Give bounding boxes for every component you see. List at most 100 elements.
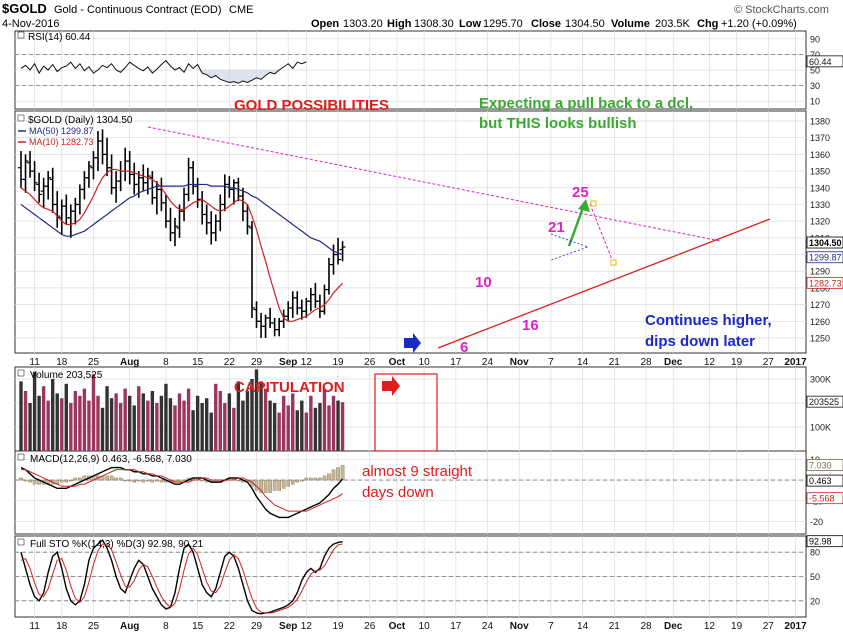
- x-tick-label-price: 19: [332, 357, 344, 368]
- macd-histogram-bar: [127, 479, 132, 482]
- macd-histogram-bar: [182, 479, 186, 482]
- rsi-value-tag-text: 60.44: [809, 57, 832, 67]
- capitulation-arrow-icon: [382, 376, 400, 396]
- x-tick-label-price: 15: [192, 357, 204, 368]
- volume-bar: [209, 412, 213, 451]
- volume-bar: [32, 371, 37, 451]
- volume-bar: [150, 391, 155, 451]
- y-tick-label: 50: [810, 572, 820, 582]
- volume-bar: [137, 386, 141, 451]
- volume-value: 203.5K: [655, 18, 691, 30]
- macd-histogram-bar: [336, 467, 340, 481]
- volume-bar: [272, 403, 277, 451]
- x-tick-label-sto: 12: [704, 621, 716, 632]
- annotation-expecting: Expecting a pull back to a dcl,: [479, 95, 693, 112]
- count-25: 25: [572, 184, 589, 201]
- annotation-macd-note-1: almost 9 straight: [362, 463, 473, 480]
- macd-histogram-bar: [272, 479, 277, 491]
- volume-bar: [232, 407, 236, 451]
- annotation-macd-note-2: days down: [362, 484, 434, 501]
- macd-histogram-bar: [304, 477, 309, 481]
- x-tick-label-price: 8: [163, 357, 169, 368]
- ma10-value-tag: 1282.73: [806, 276, 843, 289]
- x-tick-label-price: 10: [419, 357, 431, 368]
- y-tick-label: 20: [810, 596, 820, 606]
- volume-bar: [218, 391, 222, 451]
- macd-signal-tag-text: -5.568: [809, 494, 835, 504]
- rsi-value-tag: 60.44: [806, 55, 843, 68]
- x-tick-label-price: 26: [364, 357, 376, 368]
- volume-bar: [313, 407, 318, 451]
- volume-bar: [73, 391, 78, 451]
- volume-bar: [114, 393, 118, 451]
- count-6: 6: [460, 339, 468, 356]
- y-tick-label: 1270: [810, 300, 830, 310]
- volume-bar: [200, 403, 204, 451]
- x-tick-label-sto: Aug: [120, 621, 139, 632]
- volume-bar: [96, 395, 100, 451]
- value-tags: 60.44 1304.50 1299.87 1282.73 203525 7.030 0.4…: [806, 55, 843, 548]
- volume-bar: [263, 388, 268, 451]
- x-tick-label-sto: 14: [577, 621, 589, 632]
- volume-bar: [254, 369, 259, 451]
- volume-bar: [64, 383, 68, 451]
- macd-hist-tag-box: [806, 459, 843, 471]
- macd-histogram-bar: [78, 477, 82, 481]
- volume-bar: [318, 403, 322, 451]
- y-tick-label: 10: [810, 97, 820, 107]
- y-tick-label: 1360: [810, 150, 830, 160]
- macd-histogram-bar: [32, 479, 37, 485]
- price-bar: [248, 221, 255, 318]
- macd-histogram-bar: [340, 465, 345, 481]
- annotation-capitulation: CAPITULATION: [234, 379, 345, 396]
- price-bar: [244, 204, 251, 235]
- volume-bar: [223, 403, 227, 451]
- y-tick-label: 1350: [810, 167, 830, 177]
- downtrend-line: [147, 126, 721, 242]
- volume-bar: [277, 412, 281, 451]
- x-tick-label-price: 28: [640, 357, 652, 368]
- x-tick-label-price: 18: [56, 357, 68, 368]
- volume-bar: [204, 398, 209, 451]
- x-tick-label-price: 27: [763, 357, 775, 368]
- volume-bar: [168, 398, 173, 451]
- x-tick-label-sto: 21: [609, 621, 621, 632]
- x-tick-label-price: Oct: [389, 357, 406, 368]
- x-tick-label-sto: 22: [224, 621, 236, 632]
- annotation-title: GOLD POSSIBILITIES: [234, 97, 389, 114]
- volume-bar: [304, 412, 309, 451]
- x-tick-label-price: Sep: [279, 357, 297, 368]
- symbol-title: $GOLD: [2, 1, 47, 16]
- macd-histogram-bar: [281, 479, 286, 489]
- volume-bar: [281, 395, 286, 451]
- macd-histogram-bar: [141, 479, 146, 483]
- volume-bar: [69, 403, 73, 451]
- macd-histogram-bar: [268, 479, 272, 493]
- macd-signal-line: [21, 469, 343, 512]
- volume-bar: [245, 391, 250, 451]
- volume-bar: [327, 405, 331, 451]
- macd-signal-tag: -5.568: [806, 492, 843, 505]
- sto-value-tag: 92.98: [806, 535, 843, 548]
- volume-bar: [141, 393, 145, 451]
- x-tick-label-sto: 7: [548, 621, 554, 632]
- x-tick-label-sto: Nov: [510, 621, 529, 632]
- x-tick-label-sto: 17: [450, 621, 462, 632]
- macd-histogram-bar: [313, 477, 318, 481]
- x-tick-label-price: 19: [731, 357, 743, 368]
- volume-bar: [177, 393, 182, 451]
- y-tick-label: 1380: [810, 117, 830, 127]
- macd-histogram-bar: [286, 479, 291, 487]
- volume-bar: [46, 400, 50, 451]
- low-value: 1295.70: [483, 18, 523, 30]
- high-value: 1308.30: [414, 18, 454, 30]
- volume-bar: [336, 400, 340, 451]
- exchange: CME: [229, 4, 253, 16]
- annotation-dips: dips down later: [645, 333, 755, 350]
- open-value: 1303.20: [343, 18, 383, 30]
- macd-hist-tag-text: 7.030: [809, 460, 832, 470]
- volume-bar: [55, 393, 59, 451]
- ma50-value-tag-box: [806, 251, 843, 264]
- sto-legend-text: Full STO %K(14,3) %D(3) 92.98, 90.21: [30, 539, 204, 550]
